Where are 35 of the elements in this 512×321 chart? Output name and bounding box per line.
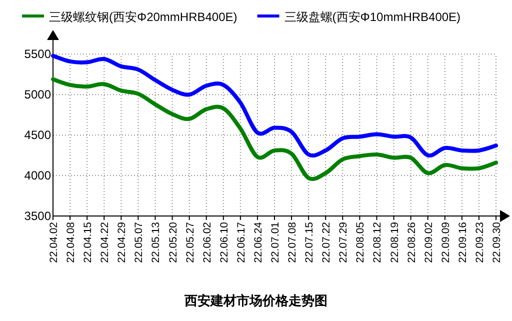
x-tick-label: 22.08.26 [406,222,418,263]
x-tick-label: 22.05.07 [133,222,146,263]
x-tick-label: 22.06.10 [218,222,230,263]
x-tick-label: 22.09.30 [491,222,503,263]
x-tick-label: 22.08.19 [388,222,401,263]
x-tick-label: 22.08.05 [354,222,367,263]
y-tick-label: 5000 [24,88,52,102]
y-tick-label: 5500 [24,47,52,62]
x-tick-label: 22.07.22 [320,222,333,263]
y-tick-label: 3500 [24,209,52,223]
x-tick-label: 22.08.12 [372,222,384,263]
x-tick-label: 22.09.09 [440,222,452,263]
text: 西安建材市场价格走势图 [184,293,328,308]
x-tick-label: 22.07.01 [270,222,282,263]
x-tick-label: 22.04.29 [116,222,128,263]
x-tick-label: 22.05.20 [167,222,180,263]
x-tick-label: 22.09.16 [456,222,469,263]
y-tick-label: 4500 [24,128,52,142]
x-tick-label: 22.09.23 [474,222,486,263]
x-tick-label: 22.07.15 [304,222,316,263]
x-tick-label: 22.04.08 [65,222,78,263]
legend-item: 三级螺纹钢(西安Φ20mmHRB400E) [22,10,238,24]
legend-item: 三级盘螺(西安Φ10mmHRB400E) [257,10,461,24]
x-tick-label: 22.06.17 [235,222,248,263]
x-tick-label: 22.05.27 [184,222,196,263]
x-tick-label: 22.04.02 [48,222,60,263]
x-tick-label: 22.05.13 [150,222,162,263]
x-tick-label: 22.04.15 [82,222,94,263]
x-tick-label: 22.07.29 [338,222,350,263]
x-tick-label: 22.07.08 [286,222,299,263]
x-tick-label: 22.06.02 [201,222,214,263]
x-tick-label: 22.06.24 [252,222,264,263]
x-tick-label: 22.04.22 [99,222,112,263]
x-tick-label: 22.09.02 [422,222,435,263]
y-tick-label: 4000 [24,168,52,183]
